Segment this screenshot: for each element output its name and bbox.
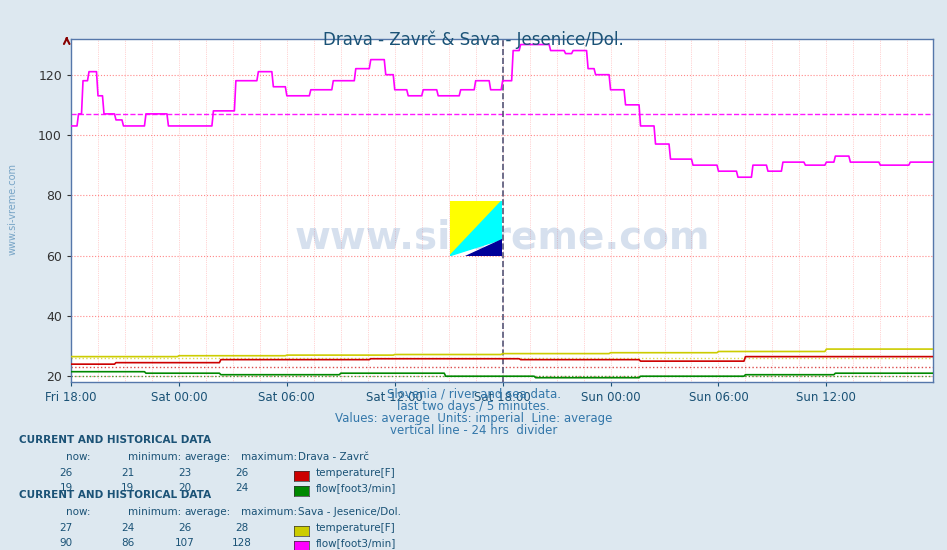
Text: www.si-vreme.com: www.si-vreme.com (295, 219, 709, 257)
Text: CURRENT AND HISTORICAL DATA: CURRENT AND HISTORICAL DATA (19, 434, 211, 445)
Text: 26: 26 (235, 468, 248, 478)
Text: 24: 24 (235, 483, 248, 493)
Text: 27: 27 (60, 522, 73, 533)
Text: www.si-vreme.com: www.si-vreme.com (8, 163, 17, 255)
Text: average:: average: (185, 452, 231, 463)
Text: now:: now: (66, 507, 91, 518)
Text: now:: now: (66, 452, 91, 463)
Text: 86: 86 (121, 538, 134, 548)
Text: Drava - Zavrč & Sava - Jesenice/Dol.: Drava - Zavrč & Sava - Jesenice/Dol. (323, 30, 624, 49)
Text: flow[foot3/min]: flow[foot3/min] (315, 483, 396, 493)
Text: temperature[F]: temperature[F] (315, 468, 395, 478)
Text: Values: average  Units: imperial  Line: average: Values: average Units: imperial Line: av… (335, 412, 612, 425)
Text: minimum:: minimum: (128, 507, 181, 518)
Text: 90: 90 (60, 538, 73, 548)
Text: CURRENT AND HISTORICAL DATA: CURRENT AND HISTORICAL DATA (19, 490, 211, 500)
Text: Sava - Jesenice/Dol.: Sava - Jesenice/Dol. (298, 507, 402, 518)
Polygon shape (450, 201, 502, 256)
Text: Drava - Zavrč: Drava - Zavrč (298, 452, 369, 463)
Text: 107: 107 (175, 538, 194, 548)
Text: 26: 26 (178, 522, 191, 533)
Text: 128: 128 (232, 538, 251, 548)
Polygon shape (466, 239, 502, 256)
Text: 20: 20 (178, 483, 191, 493)
Text: vertical line - 24 hrs  divider: vertical line - 24 hrs divider (390, 424, 557, 437)
Text: 24: 24 (121, 522, 134, 533)
Text: 21: 21 (121, 468, 134, 478)
Text: 26: 26 (60, 468, 73, 478)
Text: 19: 19 (121, 483, 134, 493)
Text: maximum:: maximum: (241, 507, 297, 518)
Text: average:: average: (185, 507, 231, 518)
Text: temperature[F]: temperature[F] (315, 522, 395, 533)
Polygon shape (450, 201, 502, 256)
Text: 23: 23 (178, 468, 191, 478)
Text: Slovenia / river and sea data.: Slovenia / river and sea data. (386, 388, 561, 401)
Text: 19: 19 (60, 483, 73, 493)
Text: 28: 28 (235, 522, 248, 533)
Text: last two days / 5 minutes.: last two days / 5 minutes. (397, 400, 550, 413)
Text: flow[foot3/min]: flow[foot3/min] (315, 538, 396, 548)
Text: minimum:: minimum: (128, 452, 181, 463)
Text: maximum:: maximum: (241, 452, 297, 463)
